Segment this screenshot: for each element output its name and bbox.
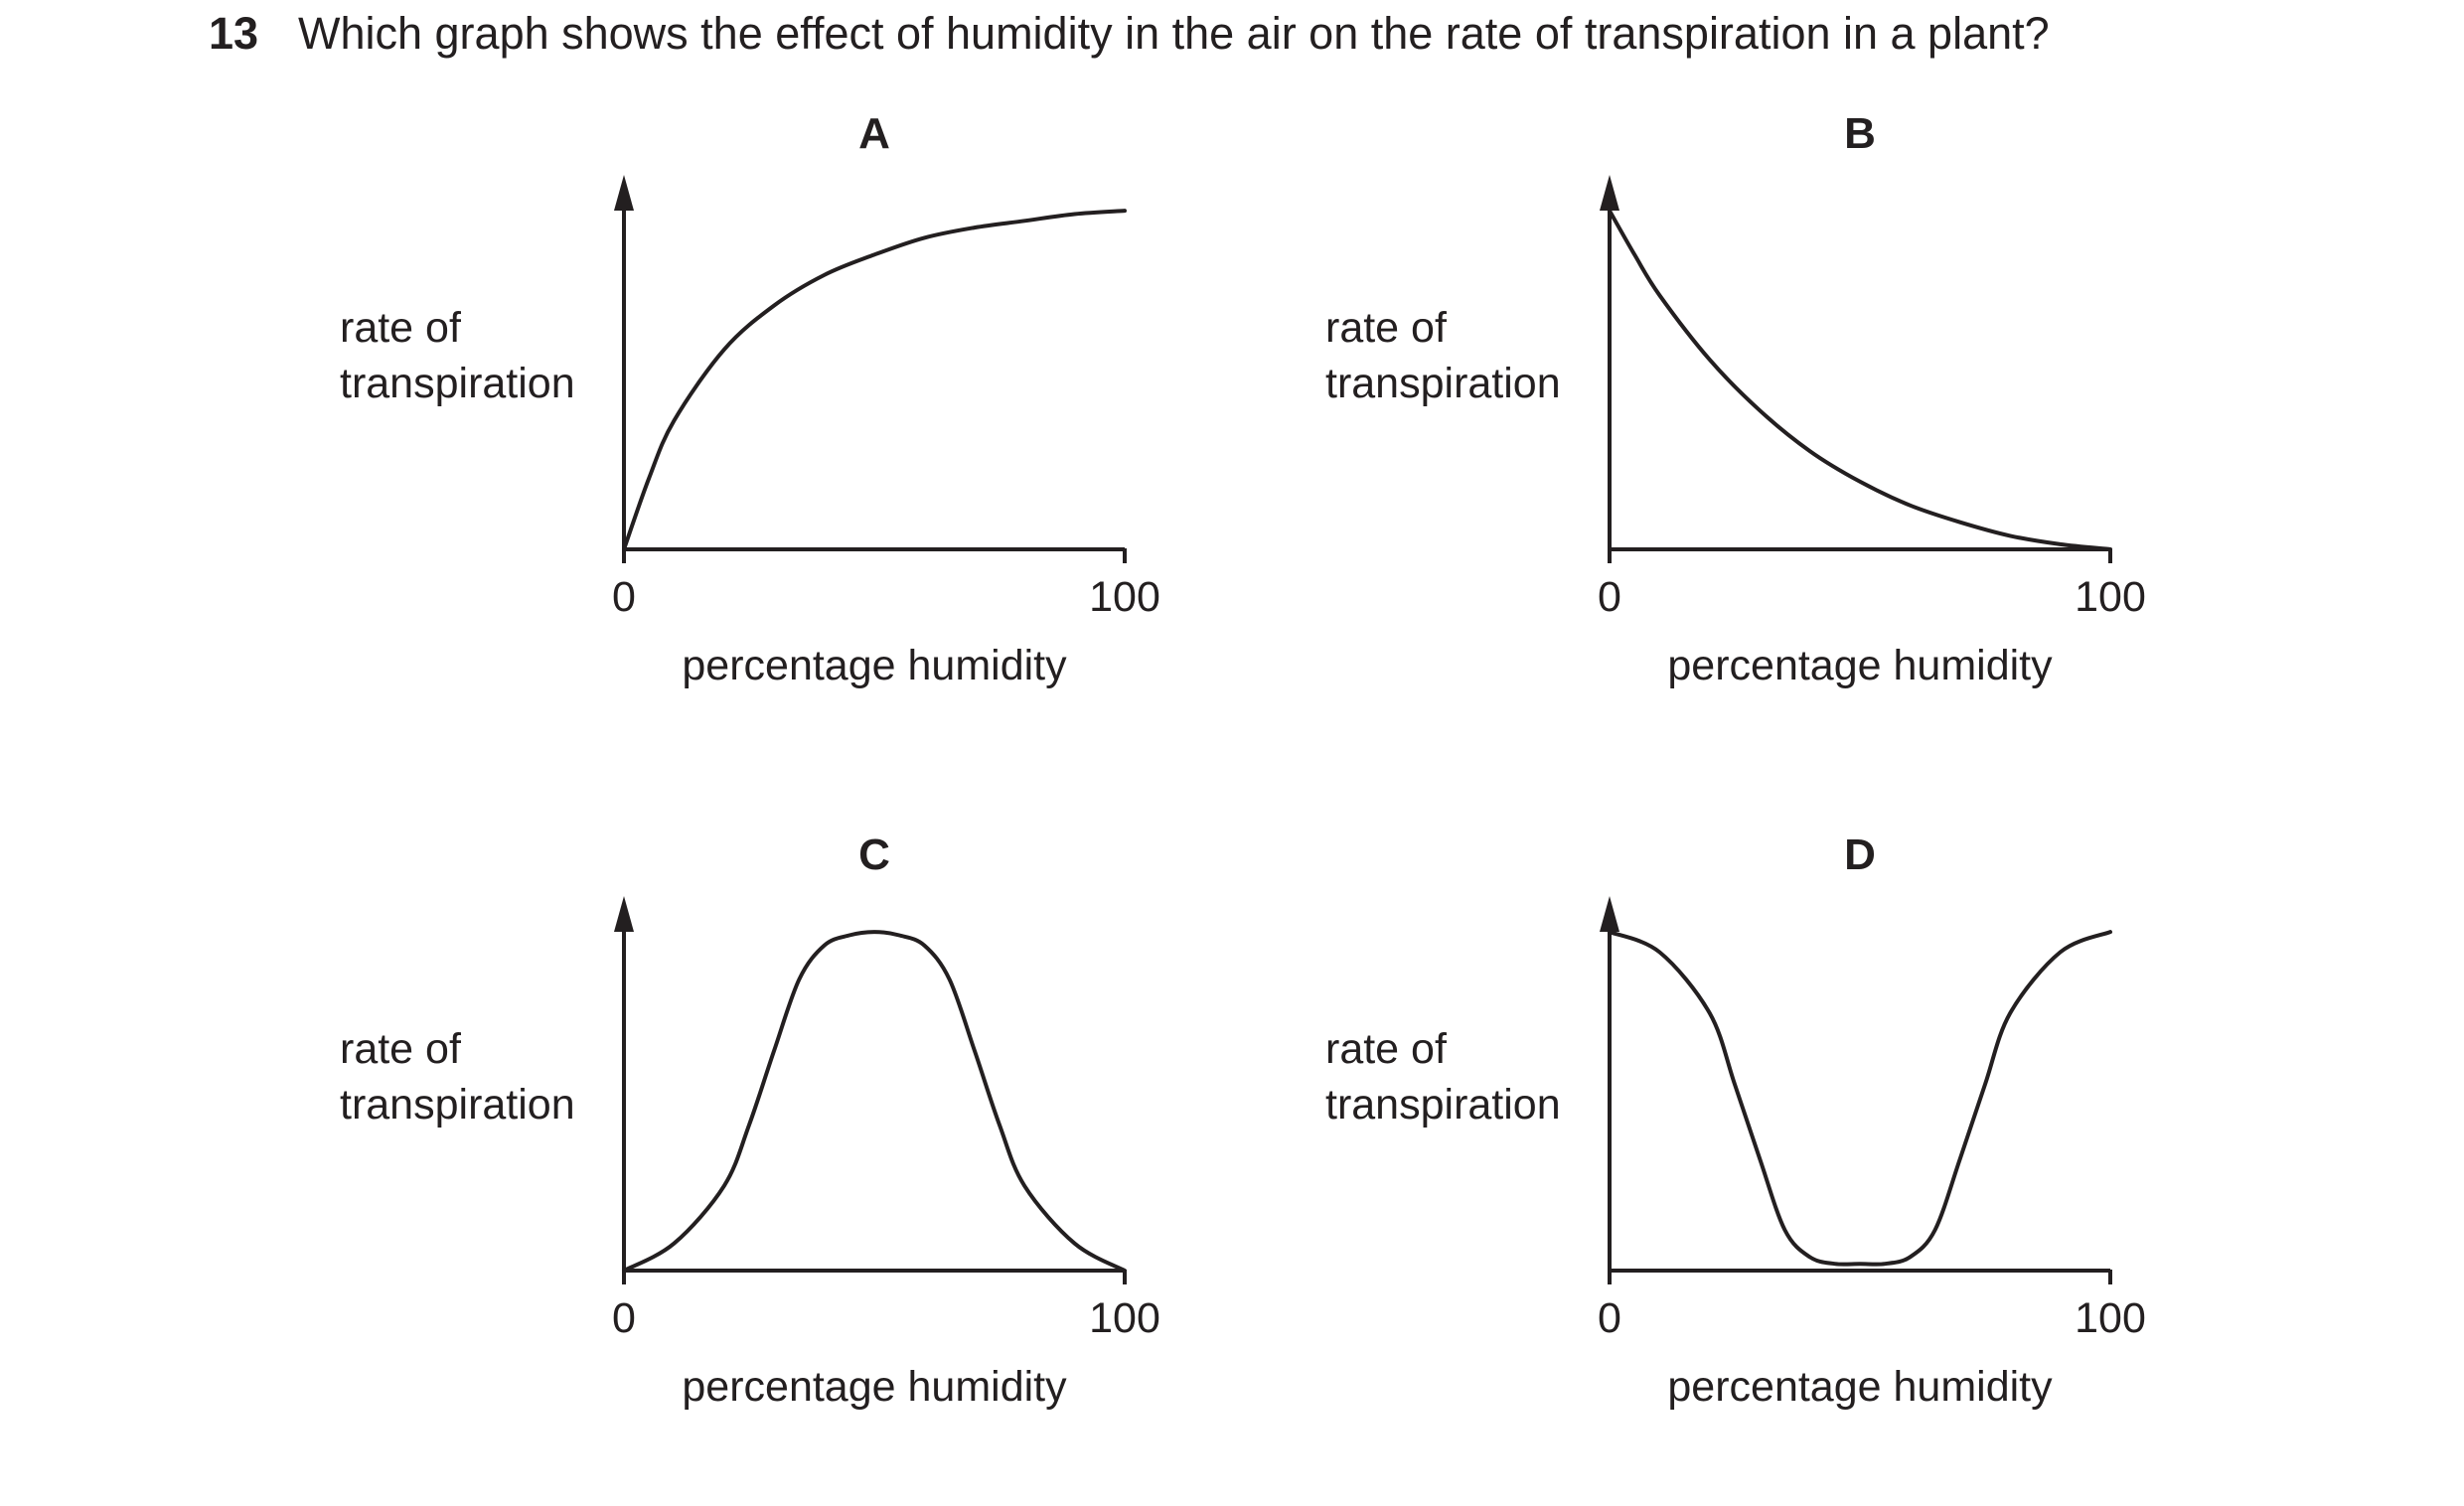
plot-area bbox=[614, 175, 1127, 563]
plot-area bbox=[614, 896, 1127, 1284]
y-axis-label: rate of transpiration bbox=[340, 1021, 638, 1132]
y-axis-label-line-2: transpiration bbox=[340, 1081, 575, 1129]
graph-label-d: D bbox=[1844, 830, 1876, 879]
y-axis-label-line-1: rate of bbox=[1325, 304, 1447, 352]
x-tick-label-0: 0 bbox=[1598, 573, 1621, 621]
plot-area bbox=[1600, 175, 2112, 563]
y-axis-label: rate of transpiration bbox=[1325, 300, 1623, 411]
plot-area bbox=[1600, 896, 2112, 1284]
y-axis-label: rate of transpiration bbox=[340, 300, 638, 411]
y-axis-label-line-2: transpiration bbox=[1325, 1081, 1561, 1129]
graph-b: B rate of transpiration 0 100 percentage… bbox=[1304, 109, 2198, 785]
x-tick-label-100: 100 bbox=[1089, 573, 1160, 621]
graph-a: A rate of transpiration 0 100 percentage… bbox=[318, 109, 1212, 785]
graph-d: D rate of transpiration 0 100 percentage… bbox=[1304, 830, 2198, 1506]
x-tick-label-100: 100 bbox=[2075, 1294, 2146, 1342]
y-axis-arrowhead bbox=[614, 896, 634, 932]
series-line bbox=[622, 930, 1127, 1273]
x-axis-label: percentage humidity bbox=[682, 642, 1067, 689]
y-axis-label: rate of transpiration bbox=[1325, 1021, 1623, 1132]
y-axis-label-line-1: rate of bbox=[1325, 1025, 1447, 1073]
question-number: 13 bbox=[209, 8, 259, 59]
graph-c: C rate of transpiration 0 100 percentage… bbox=[318, 830, 1212, 1506]
series-line bbox=[1608, 209, 2112, 551]
y-axis-label-line-2: transpiration bbox=[1325, 360, 1561, 407]
y-axis-label-line-2: transpiration bbox=[340, 360, 575, 407]
x-axis-label: percentage humidity bbox=[1667, 1363, 2053, 1411]
x-tick-label-0: 0 bbox=[612, 573, 636, 621]
x-axis-label: percentage humidity bbox=[1667, 642, 2053, 689]
question-text: Which graph shows the effect of humidity… bbox=[298, 8, 2050, 59]
graph-label-c: C bbox=[858, 830, 890, 879]
question-text-row: 13 Which graph shows the effect of humidi… bbox=[209, 4, 2050, 64]
x-axis-label: percentage humidity bbox=[682, 1363, 1067, 1411]
graph-label-a: A bbox=[858, 109, 890, 158]
series-line bbox=[1608, 930, 2112, 1267]
x-tick-label-100: 100 bbox=[2075, 573, 2146, 621]
series-line bbox=[622, 209, 1127, 551]
y-axis-label-line-1: rate of bbox=[340, 304, 461, 352]
y-axis-label-line-1: rate of bbox=[340, 1025, 461, 1073]
x-tick-label-0: 0 bbox=[612, 1294, 636, 1342]
y-axis-arrowhead bbox=[614, 175, 634, 211]
y-axis-arrowhead bbox=[1600, 175, 1619, 211]
graph-label-b: B bbox=[1844, 109, 1876, 158]
y-axis-arrowhead bbox=[1600, 896, 1619, 932]
x-tick-label-0: 0 bbox=[1598, 1294, 1621, 1342]
x-tick-label-100: 100 bbox=[1089, 1294, 1160, 1342]
